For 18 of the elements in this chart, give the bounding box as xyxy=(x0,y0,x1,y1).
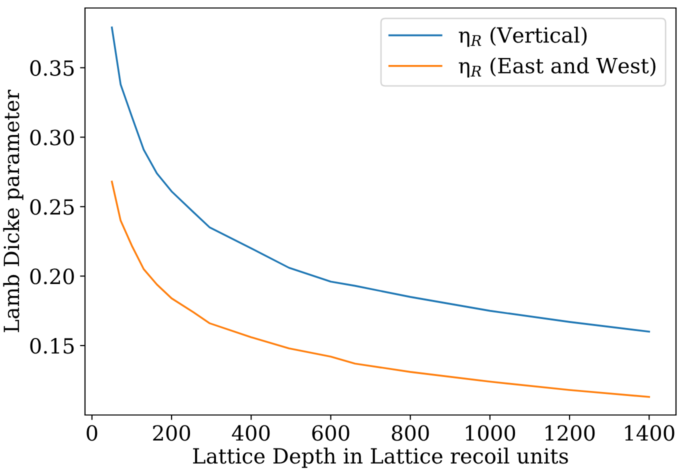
x-tick-label: 1400 xyxy=(625,425,674,441)
x-axis-title: Lattice Depth in Lattice recoil units xyxy=(193,448,568,468)
y-tick-label: 0.20 xyxy=(30,268,74,284)
legend-label: η$_{R}$ (Vertical) xyxy=(458,26,587,47)
legend-label: η$_{R}$ (East and West) xyxy=(458,57,656,78)
x-tick-label: 800 xyxy=(392,425,429,441)
x-tick-label: 400 xyxy=(232,425,270,441)
line-series xyxy=(110,180,650,398)
x-tick-label: 1000 xyxy=(466,425,516,441)
y-tick-label: 0.35 xyxy=(30,60,74,76)
y-axis-title: Lamb Dicke parameter xyxy=(3,90,24,332)
y-tick-label: 0.30 xyxy=(30,130,74,146)
x-tick-label: 200 xyxy=(153,425,190,441)
x-tick-label: 1200 xyxy=(546,425,595,441)
y-tick-label: 0.15 xyxy=(30,338,74,354)
x-tick-label: 600 xyxy=(312,425,350,441)
x-tick-label: 0 xyxy=(86,425,98,441)
y-tick-label: 0.25 xyxy=(30,199,74,215)
